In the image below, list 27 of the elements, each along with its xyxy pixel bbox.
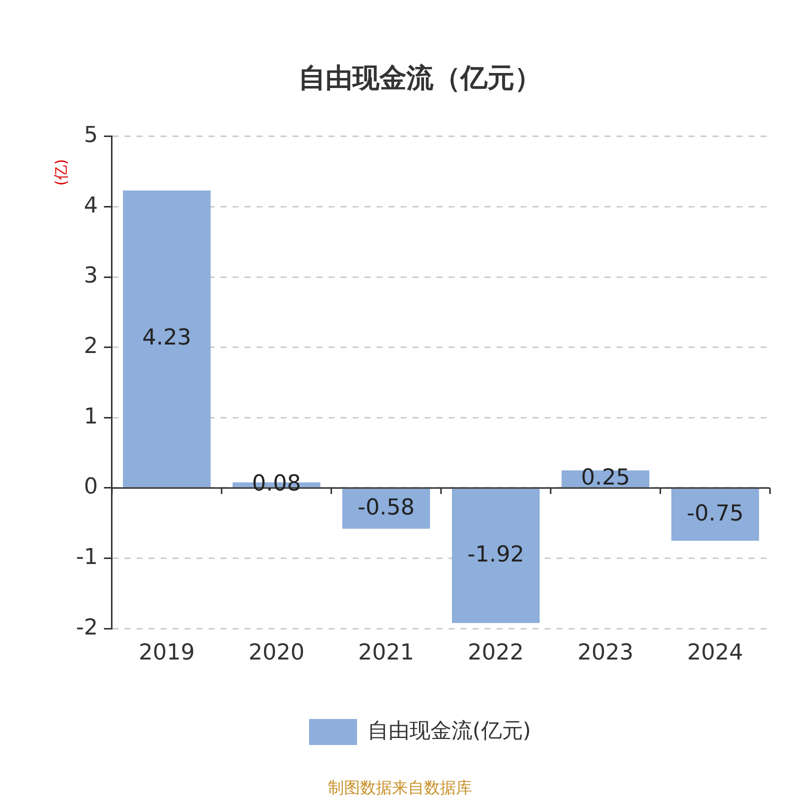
y-axis-title: (亿) (52, 159, 70, 186)
x-tick-label: 2024 (687, 640, 744, 666)
y-tick-label: -1 (76, 545, 98, 570)
chart-title: 自由现金流（亿元） (298, 63, 542, 94)
data-label: -1.92 (467, 542, 524, 568)
y-tick-label: 4 (84, 193, 98, 218)
data-label: 0.25 (580, 466, 630, 491)
x-tick-label: 2023 (577, 640, 634, 666)
y-tick-label: 3 (84, 264, 98, 289)
bar (342, 488, 430, 529)
y-tick-label: 2 (84, 334, 98, 360)
bar (671, 488, 760, 541)
text: 制图数据来自数据库 (328, 778, 472, 798)
bar (452, 488, 540, 623)
data-label: -0.75 (686, 501, 744, 526)
y-tick-label: 1 (84, 404, 98, 430)
data-label: -0.58 (358, 495, 415, 520)
data-label: 4.23 (142, 326, 192, 351)
bar (122, 190, 211, 488)
x-tick-label: 2020 (248, 640, 304, 666)
y-tick-label: 5 (84, 123, 98, 148)
y-tick-label: 0 (84, 474, 98, 500)
x-tick-label: 2022 (468, 640, 524, 666)
x-tick-label: 2021 (358, 640, 414, 666)
legend-label: 自由现金流(亿元) (368, 718, 531, 742)
x-tick-label: 2019 (138, 640, 195, 666)
y-tick-label: -2 (76, 615, 98, 640)
